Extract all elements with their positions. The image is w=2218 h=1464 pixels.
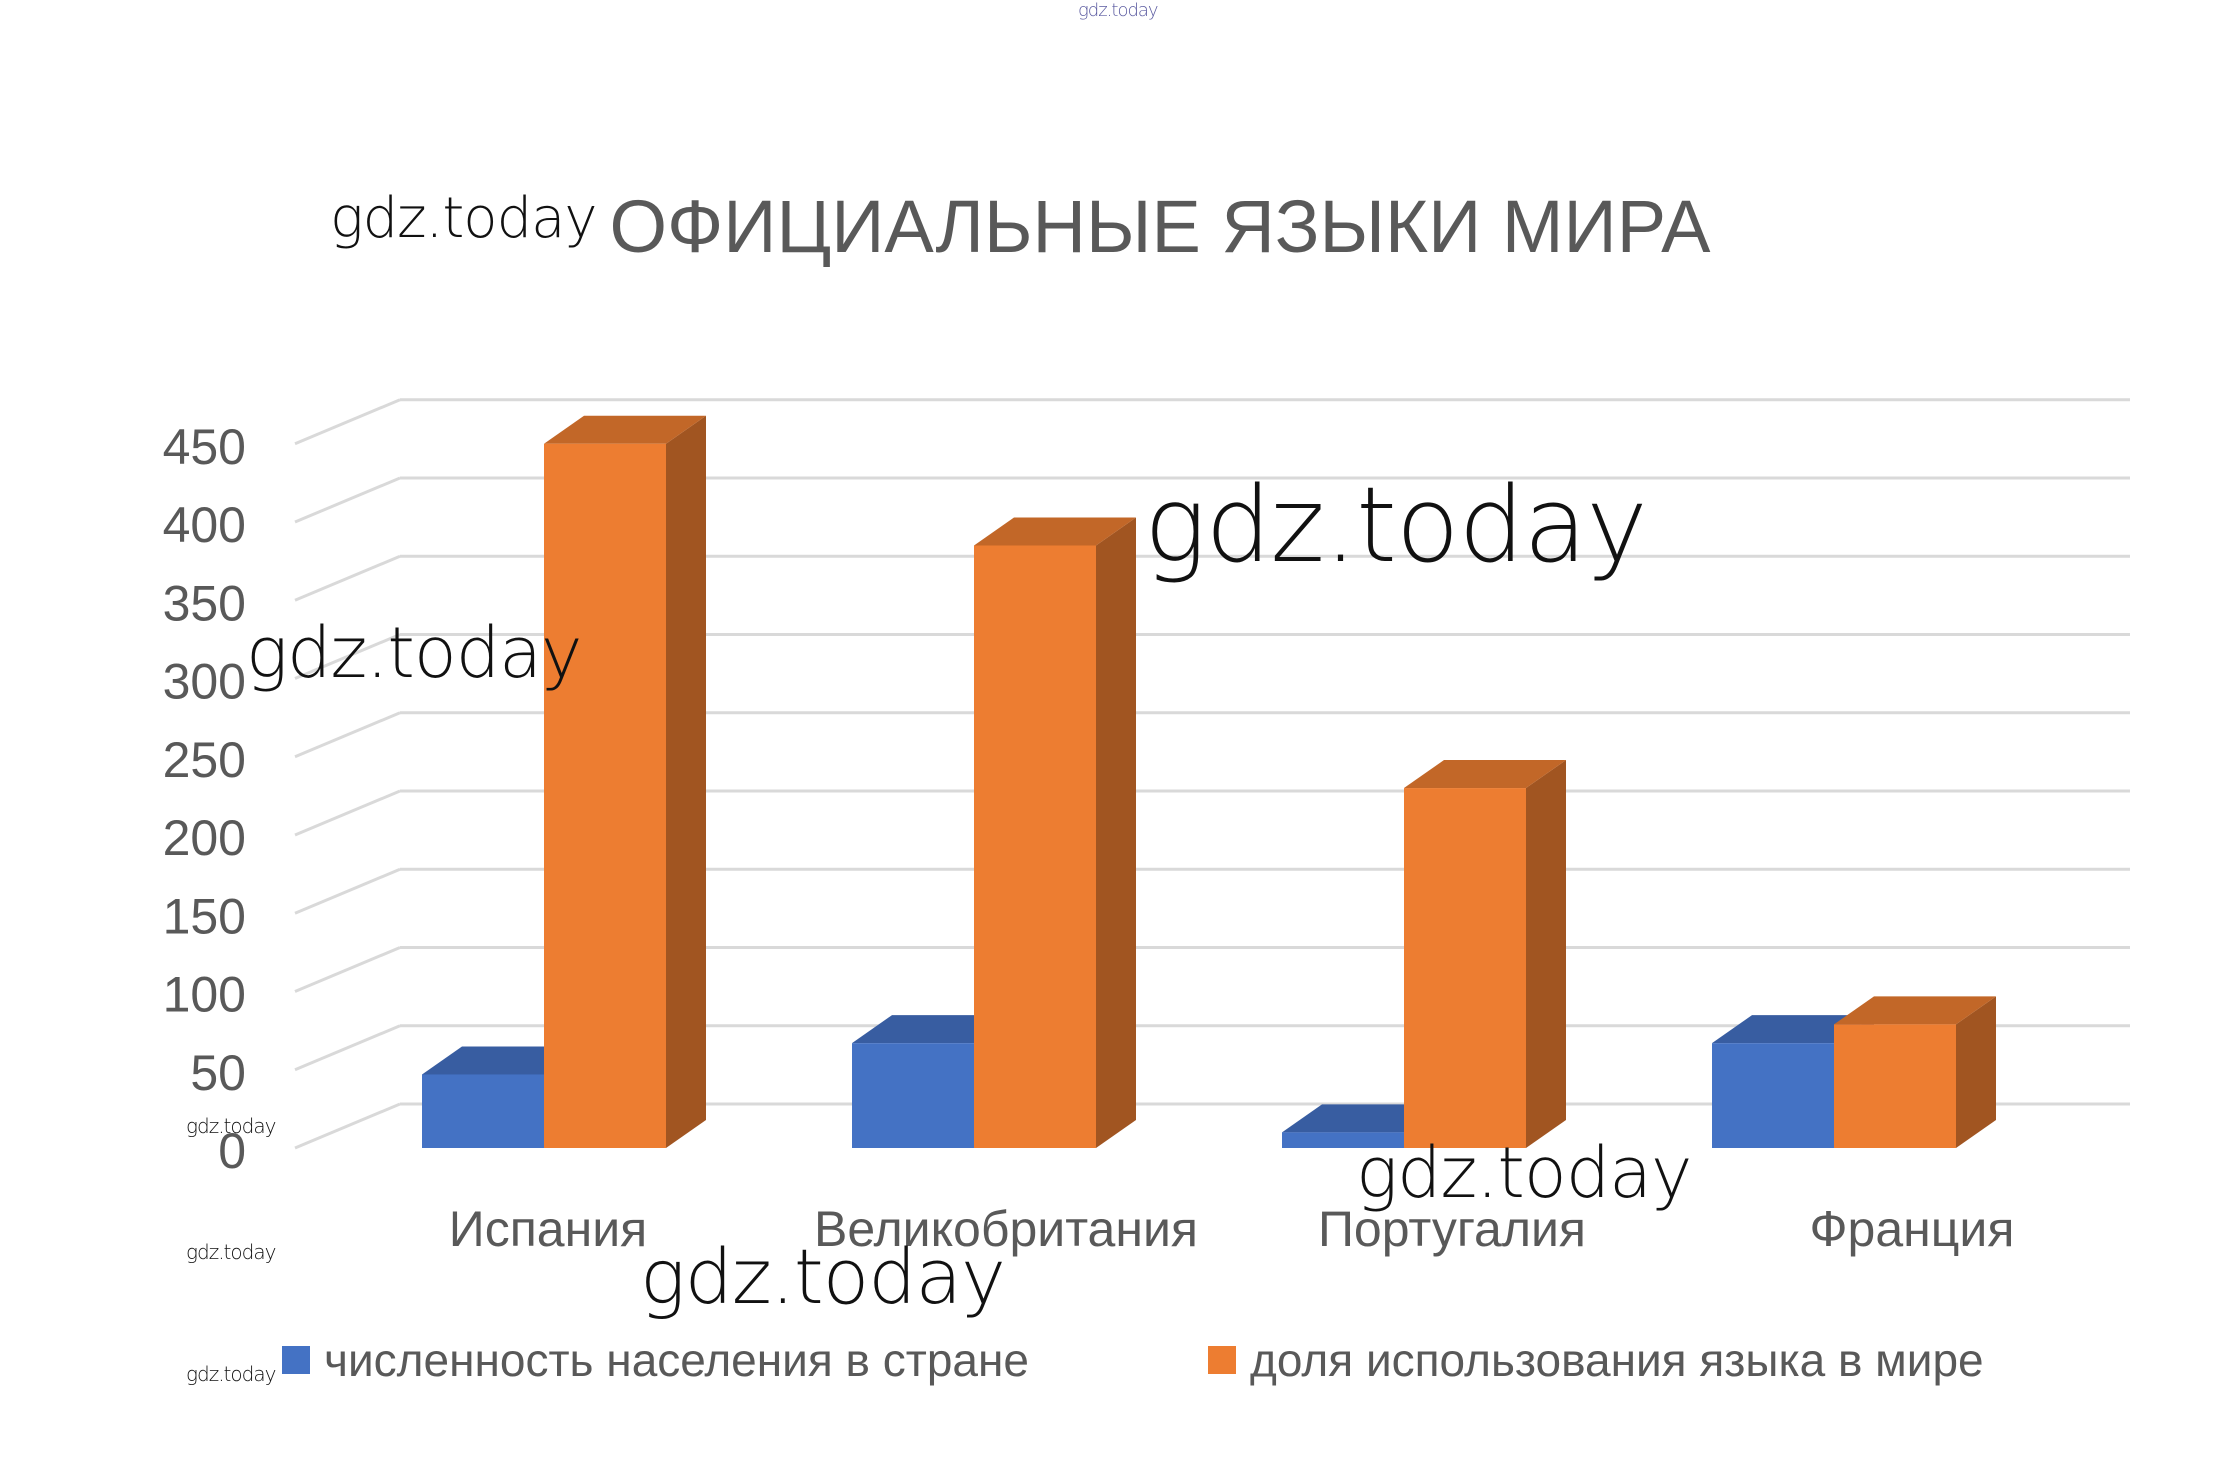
watermark-near-portugal: gdz.today bbox=[1356, 1132, 1692, 1214]
y-tick-label: 250 bbox=[163, 732, 246, 788]
y-tick-label: 150 bbox=[163, 888, 246, 944]
y-tick-label: 450 bbox=[163, 419, 246, 475]
gridline-diagonal bbox=[294, 554, 401, 602]
gridline-diagonal bbox=[294, 1024, 401, 1072]
watermark-over-axis: gdz.today bbox=[246, 612, 582, 694]
watermark-title-prefix: gdz.today bbox=[330, 186, 598, 251]
y-tick-label: 400 bbox=[163, 497, 246, 553]
bar-language-share-1 bbox=[544, 415, 706, 1148]
watermark-small-left-2: gdz.today bbox=[186, 1240, 276, 1264]
gridline-diagonal bbox=[294, 867, 401, 915]
watermark-below-axis: gdz.today bbox=[640, 1232, 1006, 1321]
y-tick-label: 50 bbox=[190, 1045, 246, 1101]
y-tick-label: 200 bbox=[163, 810, 246, 866]
bar-language-share-2 bbox=[974, 517, 1136, 1148]
legend-swatch-language-share bbox=[1208, 1346, 1236, 1374]
gridline-diagonal bbox=[294, 1102, 401, 1150]
y-tick-label: 350 bbox=[163, 575, 246, 631]
watermark-center-large: gdz.today bbox=[1144, 464, 1648, 586]
legend: численность населения в стране bbox=[282, 1330, 1029, 1390]
legend-label-population: численность населения в стране bbox=[324, 1334, 1029, 1386]
y-axis: 0 50 100 150 200 250 300 350 400 450 bbox=[163, 419, 246, 1179]
y-tick-label: 0 bbox=[218, 1123, 246, 1179]
gridline-diagonal bbox=[294, 946, 401, 993]
x-tick-label: Великобритания bbox=[814, 1201, 1198, 1257]
bar-language-share-4 bbox=[1834, 996, 1996, 1148]
gridline-diagonal bbox=[294, 476, 401, 524]
bar-language-share-3 bbox=[1404, 760, 1566, 1148]
watermark-small-left-1: gdz.today bbox=[186, 1114, 276, 1138]
watermark-small-left-3: gdz.today bbox=[186, 1362, 276, 1386]
legend-label-language-share: доля использования языка в мире bbox=[1250, 1334, 1984, 1386]
legend-swatch-population bbox=[282, 1346, 310, 1374]
y-tick-label: 100 bbox=[163, 967, 246, 1023]
gridline-diagonal bbox=[294, 633, 401, 680]
x-tick-label: Франция bbox=[1810, 1201, 2015, 1257]
x-tick-label: Португалия bbox=[1318, 1201, 1586, 1257]
chart-title: ОФИЦИАЛЬНЫЕ ЯЗЫКИ МИРА bbox=[609, 185, 1711, 268]
x-axis: Испания Великобритания Португалия Франция bbox=[449, 1201, 2015, 1257]
legend-2: доля использования языка в мире bbox=[1208, 1330, 1984, 1390]
y-tick-label: 300 bbox=[163, 654, 246, 710]
gridline-diagonal bbox=[294, 789, 401, 837]
x-tick-label: Испания bbox=[449, 1201, 647, 1257]
gridline-diagonal bbox=[294, 711, 401, 759]
gridline-diagonal bbox=[294, 398, 401, 446]
bars bbox=[422, 415, 1996, 1148]
watermark-top: gdz.today bbox=[1078, 0, 1159, 21]
